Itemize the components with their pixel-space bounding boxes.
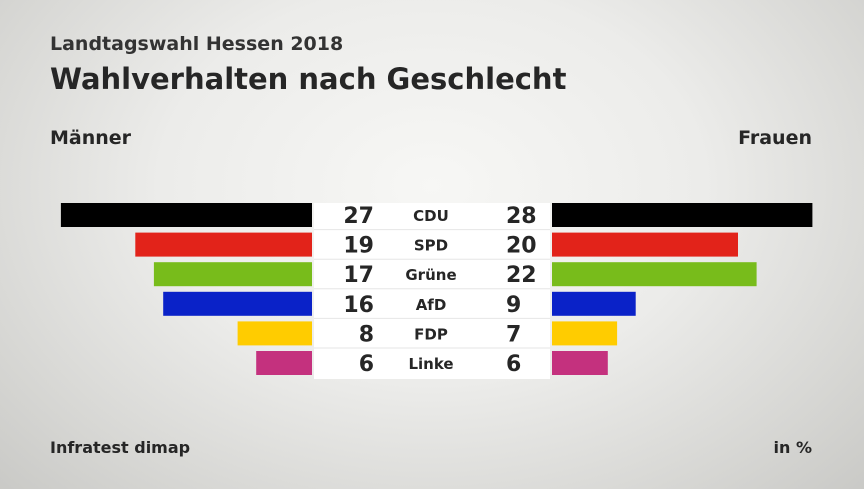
category-label-gr-ne: Grüne: [405, 266, 456, 284]
value-frauen-cdu: 28: [506, 204, 537, 229]
bar-maenner-fdp: [237, 321, 312, 346]
chart-subtitle: Landtagswahl Hessen 2018: [50, 33, 344, 55]
group-label-left: Männer: [50, 127, 132, 149]
bar-maenner-spd: [135, 232, 312, 257]
source-label: Infratest dimap: [50, 438, 191, 457]
value-frauen-fdp: 7: [506, 322, 521, 347]
bar-maenner-linke: [256, 351, 312, 375]
bar-frauen-fdp: [552, 321, 618, 346]
value-maenner-spd: 19: [343, 234, 374, 259]
value-frauen-spd: 20: [506, 234, 537, 259]
value-maenner-gr-ne: 17: [343, 263, 374, 288]
value-frauen-gr-ne: 22: [506, 263, 537, 288]
category-label-linke: Linke: [408, 355, 453, 373]
bar-frauen-cdu: [552, 203, 813, 227]
value-maenner-afd: 16: [343, 293, 374, 318]
value-maenner-linke: 6: [359, 352, 374, 377]
center-band: [314, 203, 550, 379]
value-maenner-cdu: 27: [343, 204, 374, 229]
category-label-cdu: CDU: [413, 207, 449, 225]
category-label-spd: SPD: [414, 237, 448, 255]
category-label-afd: AfD: [416, 296, 447, 314]
bar-frauen-afd: [552, 291, 636, 316]
category-label-fdp: FDP: [414, 325, 448, 343]
value-frauen-linke: 6: [506, 352, 521, 377]
value-frauen-afd: 9: [506, 293, 521, 318]
group-label-right: Frauen: [738, 127, 812, 149]
bar-maenner-afd: [163, 291, 312, 316]
value-maenner-fdp: 8: [359, 322, 374, 347]
chart-title: Wahlverhalten nach Geschlecht: [50, 62, 567, 96]
bar-frauen-linke: [552, 351, 608, 375]
bar-frauen-spd: [552, 232, 738, 257]
bar-maenner-cdu: [60, 203, 313, 227]
unit-label: in %: [773, 438, 812, 457]
bar-frauen-gr-ne: [552, 262, 757, 287]
bar-maenner-gr-ne: [153, 262, 312, 287]
